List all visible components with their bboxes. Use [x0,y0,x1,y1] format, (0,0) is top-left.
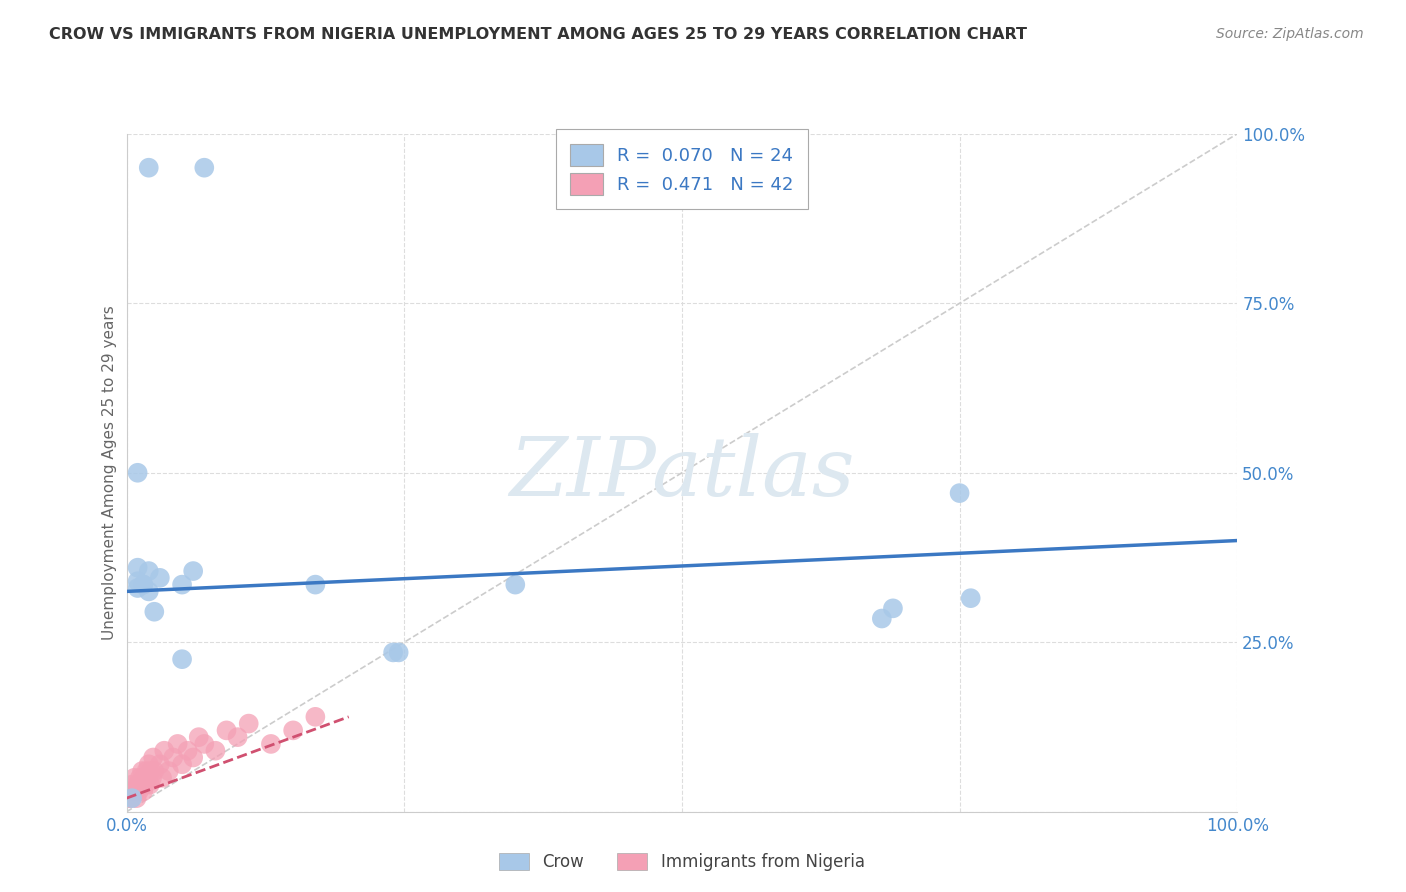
Point [127,560,149,574]
Point [121,791,143,805]
Point [142,750,165,764]
Point [166,737,188,751]
Point [124,784,146,798]
Point [138,161,160,175]
Point [193,737,215,751]
Text: Source: ZipAtlas.com: Source: ZipAtlas.com [1216,27,1364,41]
Point [128,771,150,785]
Point [132,577,155,591]
Point [193,161,215,175]
Point [127,778,149,792]
Point [503,577,526,591]
Point [138,564,160,578]
Point [157,764,180,778]
Point [172,577,194,591]
Point [134,778,156,792]
Point [139,764,162,778]
Point [959,591,981,606]
Point [882,601,904,615]
Legend: R =  0.070   N = 24, R =  0.471   N = 42: R = 0.070 N = 24, R = 0.471 N = 42 [555,129,808,210]
Point [176,744,198,758]
Point [143,605,166,619]
Point [149,571,172,585]
Point [127,574,149,589]
Point [172,757,194,772]
Point [149,757,172,772]
Point [238,716,260,731]
Point [226,730,249,744]
Point [143,764,166,778]
Text: CROW VS IMMIGRANTS FROM NIGERIA UNEMPLOYMENT AMONG AGES 25 TO 29 YEARS CORRELATI: CROW VS IMMIGRANTS FROM NIGERIA UNEMPLOY… [49,27,1028,42]
Point [131,764,153,778]
Point [124,771,146,785]
Point [204,744,226,758]
Point [187,730,209,744]
Point [128,784,150,798]
Point [215,723,238,738]
Point [388,645,411,659]
Point [949,486,972,500]
Point [382,645,405,659]
Point [118,784,141,798]
Point [127,466,149,480]
Point [181,750,204,764]
Point [125,791,148,805]
Point [129,778,152,792]
Point [181,564,204,578]
Point [304,577,326,591]
Point [153,744,176,758]
Point [120,791,142,805]
Text: ZIPatlas: ZIPatlas [509,433,855,513]
Point [127,581,149,595]
Y-axis label: Unemployment Among Ages 25 to 29 years: Unemployment Among Ages 25 to 29 years [103,305,117,640]
Point [172,652,194,666]
Point [150,771,173,785]
Point [260,737,283,751]
Point [138,757,160,772]
Point [132,577,155,591]
Point [121,778,143,792]
Point [141,771,163,785]
Point [139,778,162,792]
Point [122,784,145,798]
Point [304,710,326,724]
Point [136,771,159,785]
Point [135,764,157,778]
Point [118,791,141,805]
Point [138,584,160,599]
Point [162,750,184,764]
Point [134,771,156,785]
Point [870,611,893,625]
Point [281,723,304,738]
Point [132,784,155,798]
